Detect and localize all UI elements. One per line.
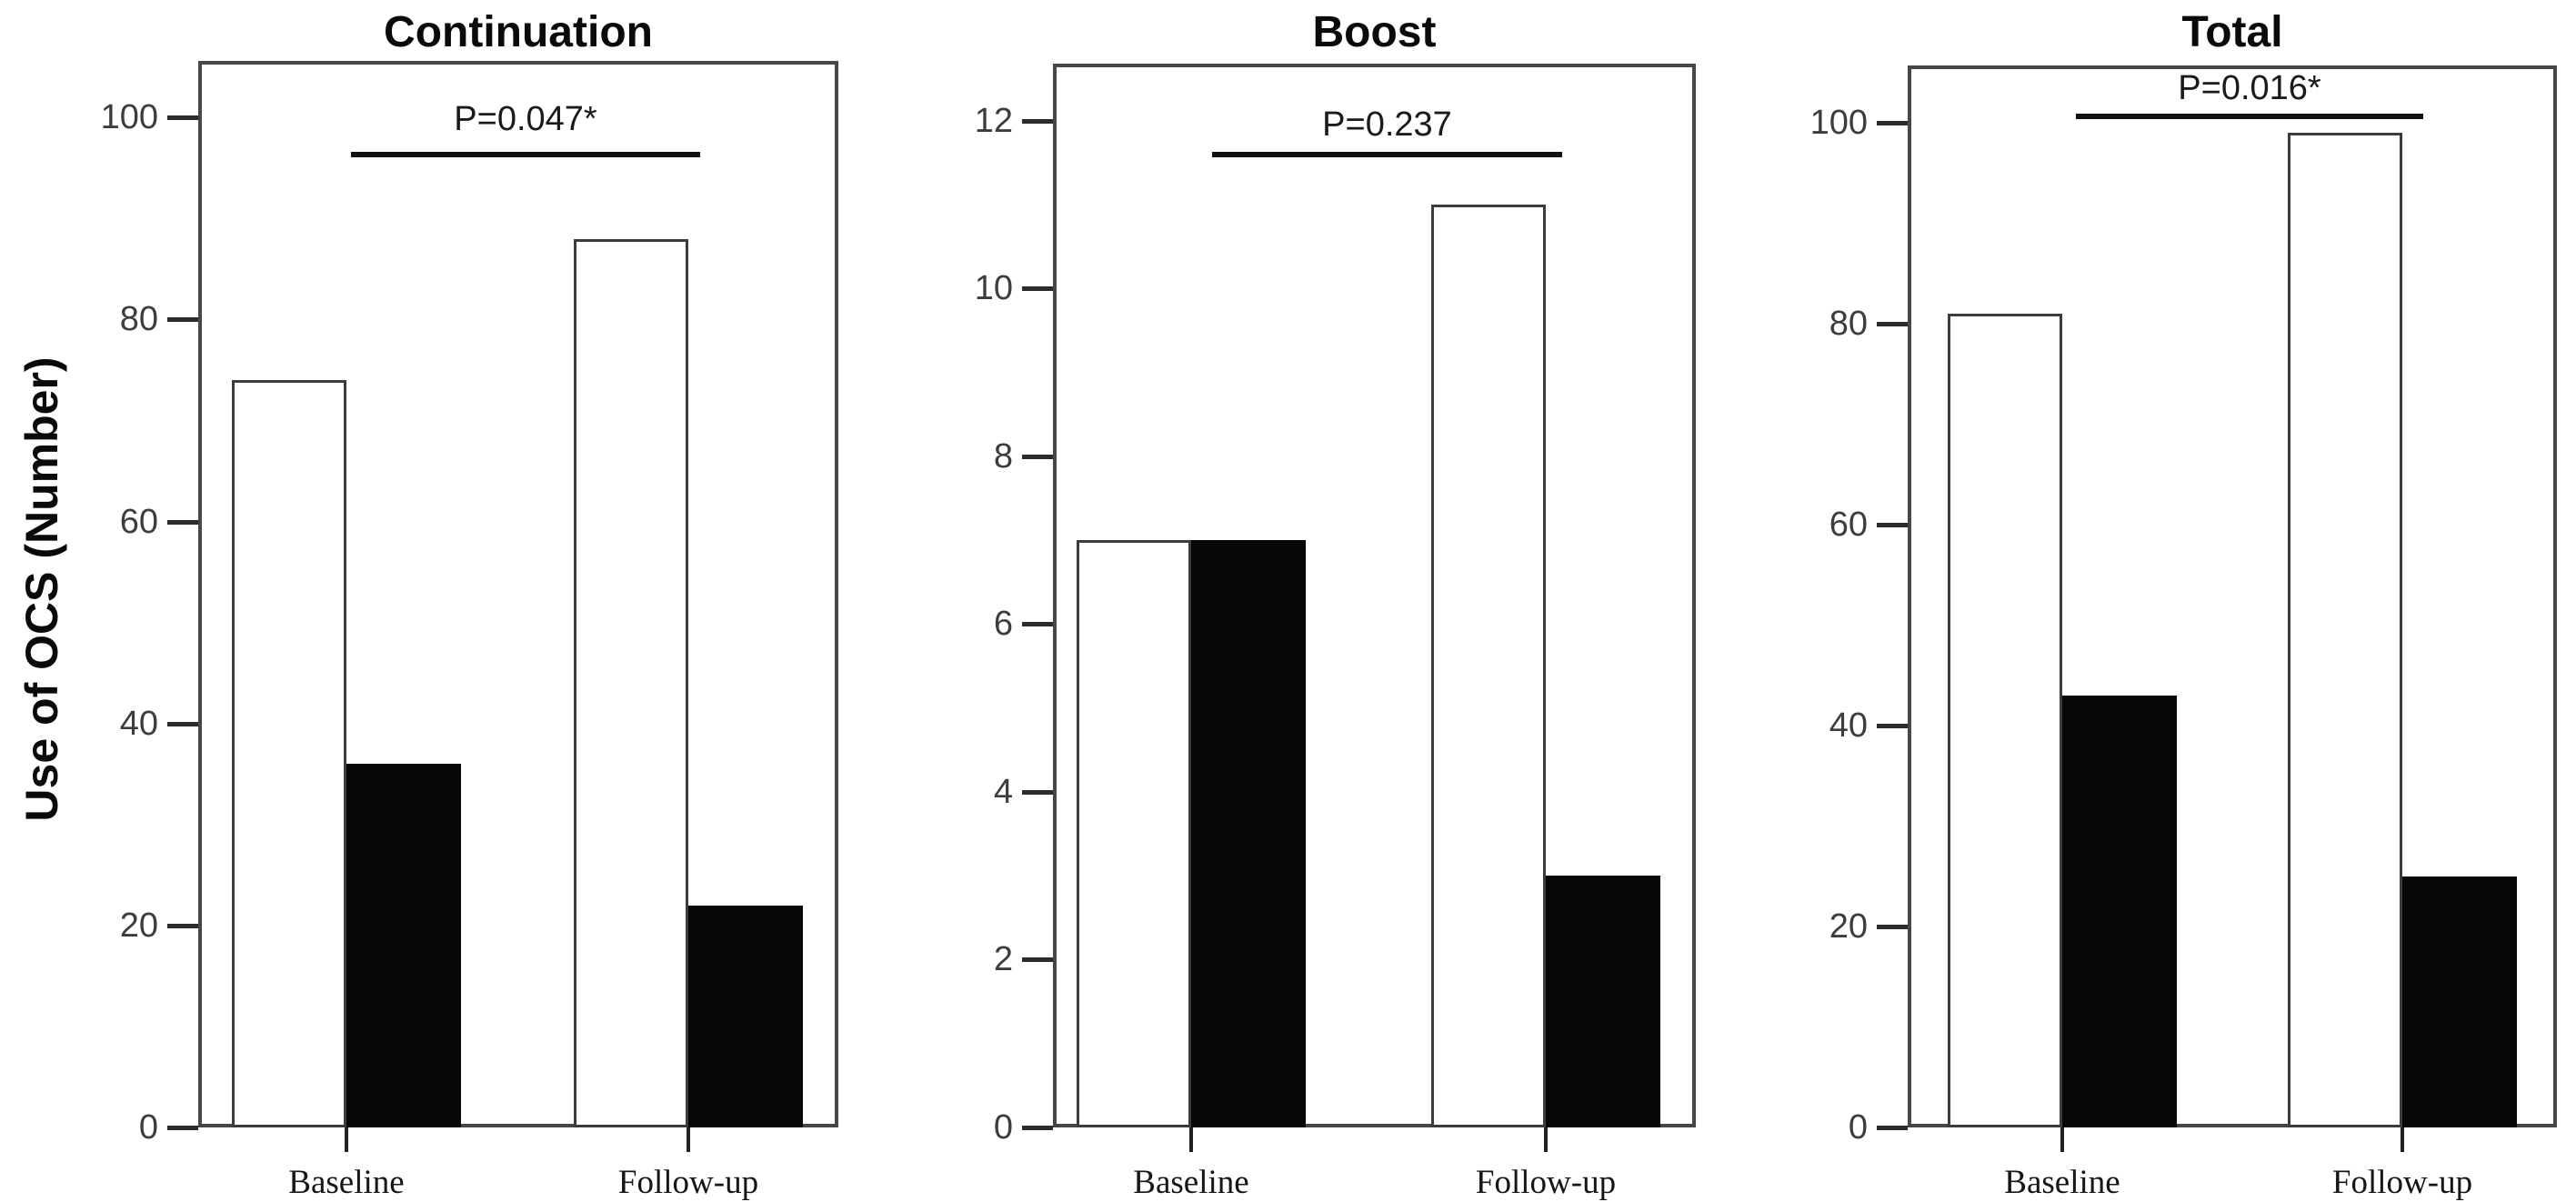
x-axis-tick — [2060, 1127, 2064, 1152]
y-axis-tick-label: 60 — [1829, 505, 1868, 544]
y-axis-tick-label: 80 — [119, 300, 158, 339]
significance-line — [1212, 152, 1562, 157]
y-axis-tick — [167, 923, 198, 928]
y-axis-tick — [167, 721, 198, 726]
y-axis-tick — [1022, 1126, 1053, 1130]
p-value-label: P=0.047* — [454, 100, 597, 138]
y-axis-tick-label: 0 — [993, 1108, 1013, 1147]
bar-filled-baseline — [2062, 695, 2177, 1127]
x-axis-tick — [687, 1127, 690, 1152]
x-axis-category-label: Baseline — [1133, 1164, 1249, 1201]
y-axis-tick-label: 2 — [993, 940, 1013, 979]
x-axis-category-label: Follow-up — [617, 1164, 759, 1201]
y-axis-tick-label: 60 — [119, 502, 158, 541]
y-axis-tick — [167, 519, 198, 525]
y-axis-tick-label: 0 — [138, 1108, 158, 1147]
bar-open-follow-up — [574, 238, 688, 1127]
y-axis-tick — [1022, 789, 1053, 795]
y-axis-tick — [167, 115, 198, 121]
bar-open-baseline — [232, 380, 346, 1127]
y-axis-title: Use of OCS (Number) — [16, 356, 67, 822]
y-axis-tick — [1877, 1126, 1908, 1130]
y-axis-tick-label: 10 — [974, 269, 1013, 308]
x-axis-category-label: Follow-up — [2331, 1164, 2473, 1201]
x-axis-category-label: Baseline — [288, 1164, 405, 1201]
y-axis-tick — [1022, 622, 1053, 627]
y-axis-tick — [1022, 286, 1053, 292]
bar-open-follow-up — [2288, 133, 2402, 1127]
y-axis-tick-label: 40 — [119, 704, 158, 743]
y-axis-tick — [1022, 118, 1053, 124]
y-axis-tick-label: 20 — [1829, 907, 1868, 946]
significance-line — [351, 152, 700, 157]
panel-title: Boost — [1312, 8, 1437, 56]
bar-filled-baseline — [1191, 540, 1306, 1127]
x-axis-tick — [1544, 1127, 1548, 1152]
y-axis-tick — [1877, 924, 1908, 929]
significance-line — [2076, 114, 2423, 119]
y-axis-tick-label: 100 — [1809, 103, 1868, 142]
p-value-label: P=0.237 — [1322, 105, 1452, 144]
y-axis-tick — [1877, 723, 1908, 728]
x-axis-tick — [1189, 1127, 1193, 1152]
x-axis-tick — [345, 1127, 348, 1152]
y-axis-tick — [1022, 957, 1053, 963]
bar-open-baseline — [1077, 540, 1191, 1127]
y-axis-tick — [1022, 454, 1053, 459]
y-axis-tick-label: 6 — [993, 605, 1013, 644]
y-axis-tick-label: 20 — [119, 906, 158, 945]
y-axis-tick — [167, 1126, 198, 1130]
y-axis-tick-label: 8 — [993, 436, 1013, 476]
p-value-label: P=0.016* — [2178, 69, 2321, 107]
bar-open-baseline — [1948, 313, 2062, 1127]
y-axis-tick-label: 100 — [100, 98, 158, 137]
y-axis-tick — [1877, 522, 1908, 527]
y-axis-tick-label: 4 — [993, 772, 1013, 811]
bar-filled-follow-up — [688, 905, 803, 1127]
bar-filled-follow-up — [2402, 876, 2517, 1127]
bar-filled-follow-up — [1546, 876, 1660, 1127]
y-axis-tick — [1877, 120, 1908, 125]
bar-open-follow-up — [1431, 205, 1546, 1127]
panel-title: Continuation — [384, 8, 653, 56]
panel-title: Total — [2181, 8, 2283, 56]
x-axis-tick — [2401, 1127, 2404, 1152]
y-axis-tick-label: 0 — [1848, 1108, 1868, 1147]
y-axis-tick-label: 40 — [1829, 706, 1868, 745]
y-axis-tick-label: 12 — [974, 101, 1013, 140]
x-axis-category-label: Follow-up — [1475, 1164, 1617, 1201]
bar-filled-baseline — [346, 764, 461, 1127]
y-axis-tick-label: 80 — [1829, 304, 1868, 343]
y-axis-tick — [167, 317, 198, 323]
x-axis-category-label: Baseline — [2004, 1164, 2120, 1201]
y-axis-tick — [1877, 321, 1908, 326]
